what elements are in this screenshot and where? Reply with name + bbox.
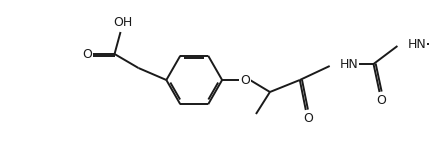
Text: HN: HN xyxy=(406,38,425,51)
Text: O: O xyxy=(302,111,312,124)
Text: HN: HN xyxy=(339,58,358,71)
Text: O: O xyxy=(83,47,92,60)
Text: O: O xyxy=(376,93,386,106)
Text: O: O xyxy=(240,73,249,86)
Text: OH: OH xyxy=(113,16,132,29)
